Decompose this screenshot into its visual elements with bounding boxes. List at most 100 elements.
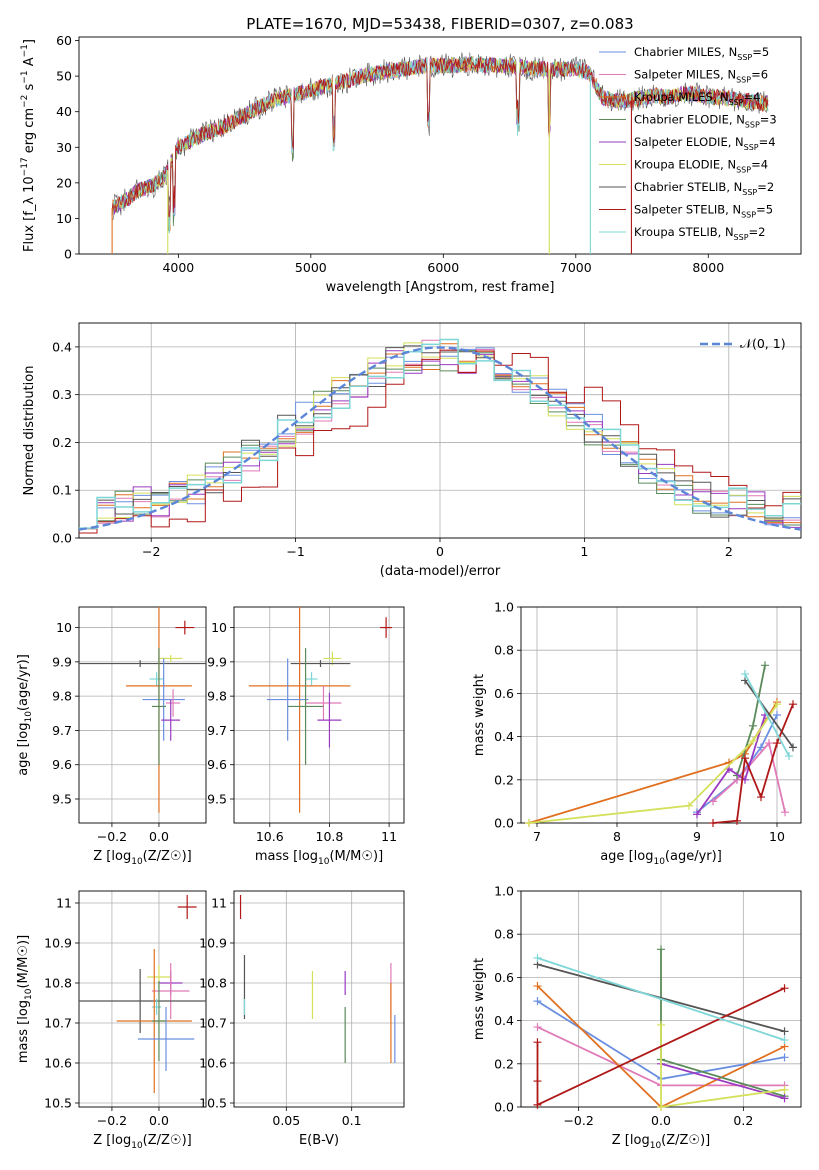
weight-line — [537, 963, 785, 1033]
x-tick-label: 10 — [769, 829, 785, 844]
y-tick-label: 10 — [56, 211, 72, 226]
weight-series — [657, 1059, 789, 1103]
y-tick-label: 10 — [211, 620, 227, 635]
legend-label: 𝒩(0, 1) — [740, 336, 786, 351]
data-point — [166, 689, 181, 717]
y-tick-label: 60 — [56, 33, 72, 48]
weight-series — [533, 953, 789, 1045]
weight-line — [537, 957, 785, 1041]
x-tick-label: 1 — [580, 544, 588, 559]
x-tick-label: 10.8 — [316, 829, 344, 844]
x-tick-label: 0.0 — [149, 1113, 169, 1128]
y-tick-label: 10.5 — [44, 1096, 72, 1111]
weight-series — [741, 669, 793, 761]
weight-marker — [709, 819, 717, 827]
data-point — [79, 660, 206, 667]
chart-panels: 4000 5000 6000 7000 80000102030405060wavelen… — [16, 33, 802, 1151]
data-point — [142, 658, 185, 741]
weight-marker — [780, 984, 789, 993]
y-axis-label: mass weight — [472, 674, 487, 756]
x-tick-label: −0.2 — [97, 1113, 127, 1128]
spectrum-line — [111, 57, 769, 218]
legend-label: Salpeter MILES, NSSP​=6 — [634, 68, 768, 85]
data-point — [380, 617, 393, 638]
weight-marker — [749, 721, 757, 730]
weight-lines — [533, 945, 789, 1111]
legend-label: Chabrier ELODIE, NSSP​=3 — [634, 113, 777, 130]
data-point — [248, 607, 351, 813]
y-tick-label: 0.8 — [494, 927, 514, 942]
x-axis-label: wavelength [Angstrom, rest frame] — [326, 280, 555, 295]
weight-marker — [525, 819, 533, 827]
legend-label: Kroupa MILES, NSSP​=4 — [634, 90, 761, 107]
x-tick-label: −0.2 — [97, 829, 127, 844]
x-axis-label: Z [log10​(Z/Z☉)] — [93, 849, 191, 867]
weight-series — [533, 984, 789, 1109]
weight-marker — [785, 752, 793, 761]
legend-label: Kroupa ELODIE, NSSP​=4 — [634, 158, 768, 175]
weight-marker — [789, 700, 797, 709]
y-tick-label: 0.0 — [494, 816, 514, 831]
weight-line — [696, 714, 766, 815]
weight-marker — [773, 700, 781, 709]
x-axis-label: Z [log10​(Z/Z☉)] — [612, 1133, 710, 1151]
data-point — [149, 672, 164, 686]
x-tick-label: 6000 — [427, 260, 459, 275]
weight-series — [525, 698, 781, 827]
weight-marker — [761, 661, 769, 670]
spectrum-legend: Chabrier MILES, NSSP​=5 Salpeter MILES, N… — [599, 45, 777, 242]
x-axis-label: mass [log10​(M/M☉)] — [255, 849, 383, 867]
error-bars — [239, 895, 396, 1063]
y-tick-label: 1.0 — [494, 884, 514, 899]
axes-frame — [78, 890, 207, 1108]
weight-marker — [780, 1085, 789, 1094]
y-tick-label: 9.7 — [207, 723, 227, 738]
x-tick-label: 0.1 — [342, 1113, 362, 1128]
age-vs-Z-panel: −0.2 0.0 9.5 9.6 9.7 9.8 9.9 10 Z [log10​(Z/Z☉)]… — [16, 606, 207, 867]
error-bars — [79, 607, 206, 813]
data-point — [161, 699, 181, 741]
weight-series — [709, 739, 789, 817]
y-tick-label: 10.9 — [199, 936, 227, 951]
y-tick-label: 1.0 — [494, 600, 514, 615]
data-point — [151, 999, 162, 1015]
y-tick-label: 9.9 — [207, 654, 227, 669]
weight-marker — [533, 982, 542, 991]
y-tick-label: 10.8 — [199, 976, 227, 991]
y-axis-label: mass weight — [472, 958, 487, 1040]
x-tick-label: 0 — [436, 544, 444, 559]
y-axis-label: mass [log10​(M/M☉)] — [16, 935, 34, 1063]
y-tick-label: 9.7 — [52, 723, 72, 738]
y-tick-label: 0.2 — [494, 772, 514, 787]
weight-line — [536, 987, 785, 1107]
x-tick-label: 8000 — [692, 260, 724, 275]
y-axis-label: age [log10​(age/yr)] — [16, 654, 34, 776]
data-point — [79, 969, 206, 1033]
x-tick-label: 8 — [613, 829, 621, 844]
legend-label: Salpeter STELIB, NSSP​=5 — [634, 203, 773, 220]
y-tick-label: 30 — [56, 140, 72, 155]
y-tick-label: 9.6 — [52, 757, 72, 772]
weight-series — [657, 1020, 789, 1111]
y-tick-label: 50 — [56, 69, 72, 84]
weight-marker — [749, 736, 757, 745]
weight-marker — [780, 1094, 789, 1103]
weight-marker — [733, 816, 741, 825]
weight-series — [525, 700, 781, 827]
y-axis-label: Normed distribution — [22, 366, 37, 496]
weight-marker — [780, 1036, 789, 1045]
x-tick-label: 5000 — [295, 260, 327, 275]
spectrum-panel: 4000 5000 6000 7000 8000 0 10 20 30 40 50 60 wavelen… — [20, 33, 802, 295]
weight-marker — [773, 711, 781, 719]
legend-label: Chabrier STELIB, NSSP​=2 — [634, 180, 774, 197]
y-tick-label: 10.7 — [199, 1016, 227, 1031]
weight-marker — [781, 808, 789, 817]
error-bars — [79, 895, 206, 1093]
axes-frame — [78, 322, 802, 539]
weight-marker — [533, 997, 542, 1006]
y-tick-label: 0.0 — [52, 531, 72, 546]
weight-line — [696, 714, 778, 813]
weight-marker — [757, 793, 765, 802]
y-tick-label: 0 — [64, 247, 72, 262]
